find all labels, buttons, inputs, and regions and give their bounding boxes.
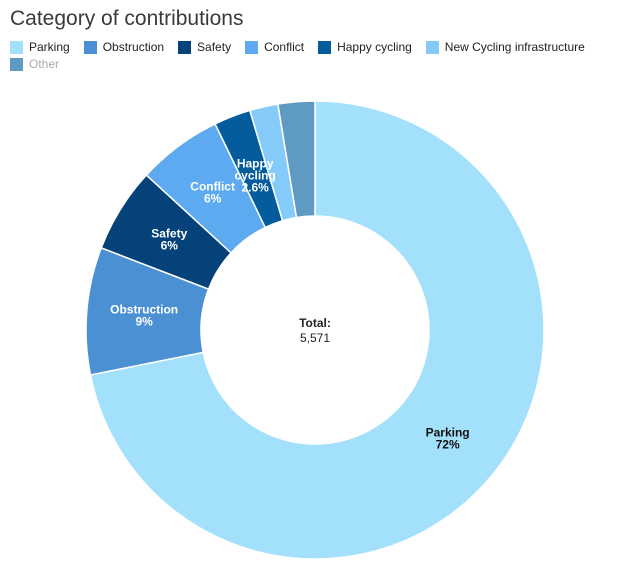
legend-swatch	[10, 57, 23, 71]
legend-swatch	[425, 40, 439, 54]
slice-label-conflict: Conflict	[190, 179, 235, 193]
slice-label-conflict: 6%	[204, 191, 222, 205]
slice-label-parking: 72%	[436, 438, 460, 452]
legend-item-new-cycling-infrastructure[interactable]: New Cycling infrastructure	[425, 40, 585, 54]
slice-label-parking: Parking	[426, 426, 470, 440]
legend-item-obstruction[interactable]: Obstruction	[83, 40, 165, 54]
legend-label: Conflict	[264, 40, 305, 54]
legend-swatch	[178, 40, 192, 54]
legend-label: Parking	[29, 40, 70, 54]
legend-item-conflict[interactable]: Conflict	[245, 40, 304, 54]
legend-swatch	[83, 40, 97, 54]
slice-label-happy-cycling: 2.6%	[241, 181, 269, 195]
slice-label-obstruction: Obstruction	[110, 302, 178, 316]
legend-label: Other	[29, 57, 60, 71]
slice-other[interactable]	[276, 100, 316, 219]
legend-label: New Cycling infrastructure	[444, 40, 585, 54]
total-value: 5,571	[300, 331, 330, 345]
legend-label: Safety	[197, 40, 232, 54]
legend-item-happy-cycling[interactable]: Happy cycling	[318, 40, 412, 54]
legend-swatch	[318, 40, 332, 54]
slice-label-happy-cycling: cycling	[234, 169, 275, 183]
legend-label: Obstruction	[102, 40, 165, 54]
chart-title: Category of contributions	[10, 7, 244, 30]
chart-legend: Parking Obstruction Safety Conflict Happ…	[10, 40, 620, 71]
legend-item-other[interactable]: Other	[10, 57, 59, 71]
legend-label: Happy cycling	[337, 40, 412, 54]
legend-item-safety[interactable]: Safety	[178, 40, 231, 54]
legend-swatch	[10, 40, 23, 54]
legend-item-parking[interactable]: Parking	[10, 40, 70, 54]
slice-label-obstruction: 9%	[135, 314, 153, 328]
slice-label-safety: 6%	[161, 239, 179, 253]
slice-parking[interactable]	[89, 100, 545, 560]
slice-label-happy-cycling: Happy	[237, 157, 274, 171]
total-label: Total:	[299, 316, 331, 330]
legend-swatch	[245, 40, 259, 54]
slice-label-safety: Safety	[151, 227, 187, 241]
